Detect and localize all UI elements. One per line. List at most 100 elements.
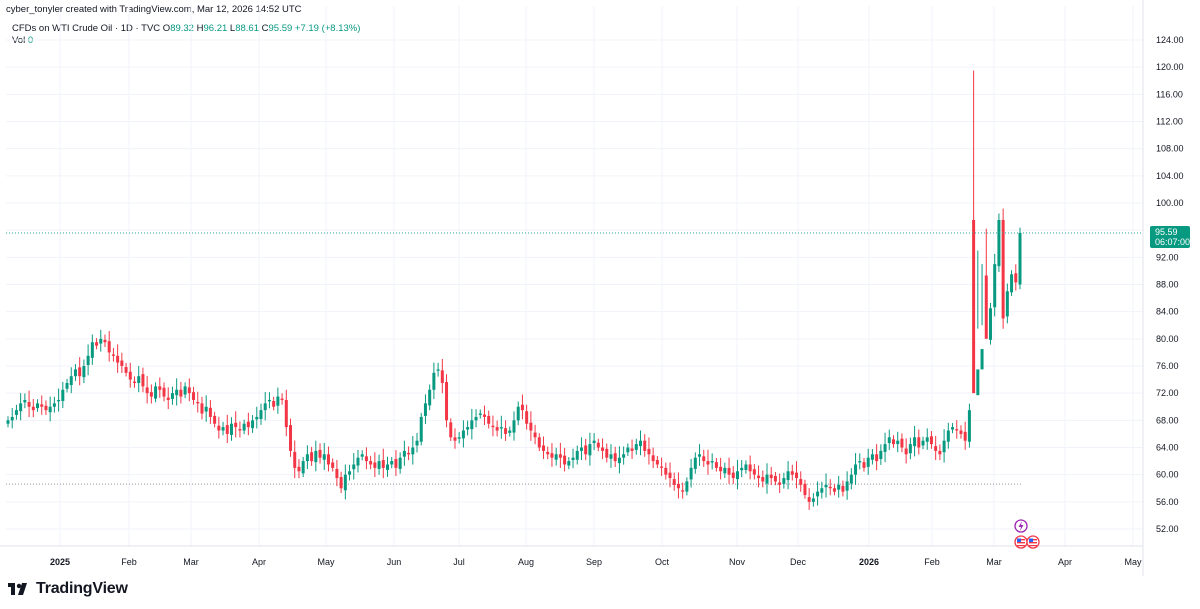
candle-body [31, 406, 35, 411]
candle-body [23, 399, 27, 403]
candle-body [373, 462, 377, 468]
flag-canton [1017, 538, 1021, 542]
candle-body [19, 403, 23, 412]
y-tick-label: 120.00 [1156, 62, 1184, 72]
candle-body [466, 427, 470, 430]
candle-body [272, 400, 276, 407]
candle-body [162, 387, 166, 397]
candle-body [470, 420, 474, 430]
chart-credit: cyber_tonyler created with TradingView.c… [6, 4, 302, 15]
candle-body [90, 342, 94, 358]
candle-body [900, 438, 904, 448]
candle-body [390, 461, 394, 465]
last-price-countdown: 06:07:00 [1155, 237, 1190, 247]
candle-body [660, 466, 664, 468]
candle-body [204, 406, 208, 412]
candle-body [575, 450, 579, 460]
y-tick-label: 100.00 [1156, 198, 1184, 208]
candle-body [284, 399, 288, 428]
candle-body [520, 404, 524, 411]
candle-body [516, 406, 520, 421]
candle-body [955, 429, 959, 431]
candle-body [938, 450, 942, 455]
y-tick-label: 76.00 [1156, 361, 1179, 371]
candle-body [192, 392, 196, 400]
candle-body [609, 454, 613, 459]
symbol-title[interactable]: CFDs on WTI Crude Oil · 1D · TVC [12, 23, 161, 34]
candle-body [887, 437, 891, 444]
candle-body [689, 467, 693, 480]
candle-body [579, 447, 583, 451]
y-tick-label: 60.00 [1156, 470, 1179, 480]
candle-body [120, 360, 124, 366]
flag-stripe [1017, 542, 1025, 544]
last-price-badge[interactable] [1150, 225, 1190, 248]
candle-body [702, 456, 706, 462]
candle-body [622, 454, 626, 458]
candle-body [795, 472, 799, 479]
candle-body [158, 386, 162, 390]
tradingview-brand: TradingView [36, 580, 128, 597]
candle-body [803, 483, 807, 496]
candle-body [259, 410, 263, 419]
candle-body [841, 485, 845, 492]
candle-body [984, 275, 988, 339]
candle-body [52, 403, 56, 407]
x-tick-label: Apr [1058, 557, 1072, 567]
candle-body [946, 430, 950, 442]
candle-body [263, 403, 267, 411]
candle-body [824, 484, 828, 488]
candle-body [925, 437, 929, 442]
candle-body [1001, 219, 1005, 319]
y-tick-label: 88.00 [1156, 280, 1179, 290]
candle-body [415, 440, 419, 446]
candle-body [402, 450, 406, 457]
candle-body [149, 392, 153, 397]
candle-body [929, 436, 933, 445]
candle-body [731, 472, 735, 479]
candle-body [276, 396, 280, 406]
candle-body [200, 403, 204, 414]
candle-body [95, 342, 99, 346]
candle-body [411, 447, 415, 455]
candle-body [664, 467, 668, 475]
tradingview-logo-icon [8, 583, 27, 595]
x-tick-label: Mar [183, 557, 199, 567]
candle-body [727, 467, 731, 475]
candle-body [242, 423, 246, 431]
candle-body [563, 455, 567, 465]
candle-body [820, 488, 824, 493]
candle-body [318, 449, 322, 458]
candle-body [744, 464, 748, 470]
candle-body [65, 382, 69, 389]
candle-body [331, 462, 335, 468]
candle-body [896, 440, 900, 445]
candle-body [73, 369, 77, 377]
candle-body [116, 355, 120, 363]
x-tick-label: Jun [387, 557, 402, 567]
candle-body [592, 440, 596, 444]
candle-body [487, 415, 491, 424]
candle-body [837, 484, 841, 490]
candle-body [643, 440, 647, 451]
candle-body [993, 264, 997, 308]
x-tick-label: Aug [518, 557, 534, 567]
y-tick-label: 64.00 [1156, 443, 1179, 453]
candle-body [913, 437, 917, 447]
candle-body [588, 444, 592, 456]
candle-body [904, 448, 908, 455]
candle-body [735, 471, 739, 480]
candle-body [723, 467, 727, 474]
tradingview-logo[interactable]: TradingView [8, 580, 128, 598]
candle-body [719, 466, 723, 472]
candle-body [386, 464, 389, 470]
candle-body [558, 454, 562, 458]
candle-body [858, 461, 862, 463]
candle-body [508, 430, 512, 433]
candle-body [407, 452, 411, 455]
candle-body [499, 427, 503, 429]
candle-body [647, 448, 651, 455]
candle-body [14, 410, 18, 415]
candle-body [322, 454, 326, 460]
